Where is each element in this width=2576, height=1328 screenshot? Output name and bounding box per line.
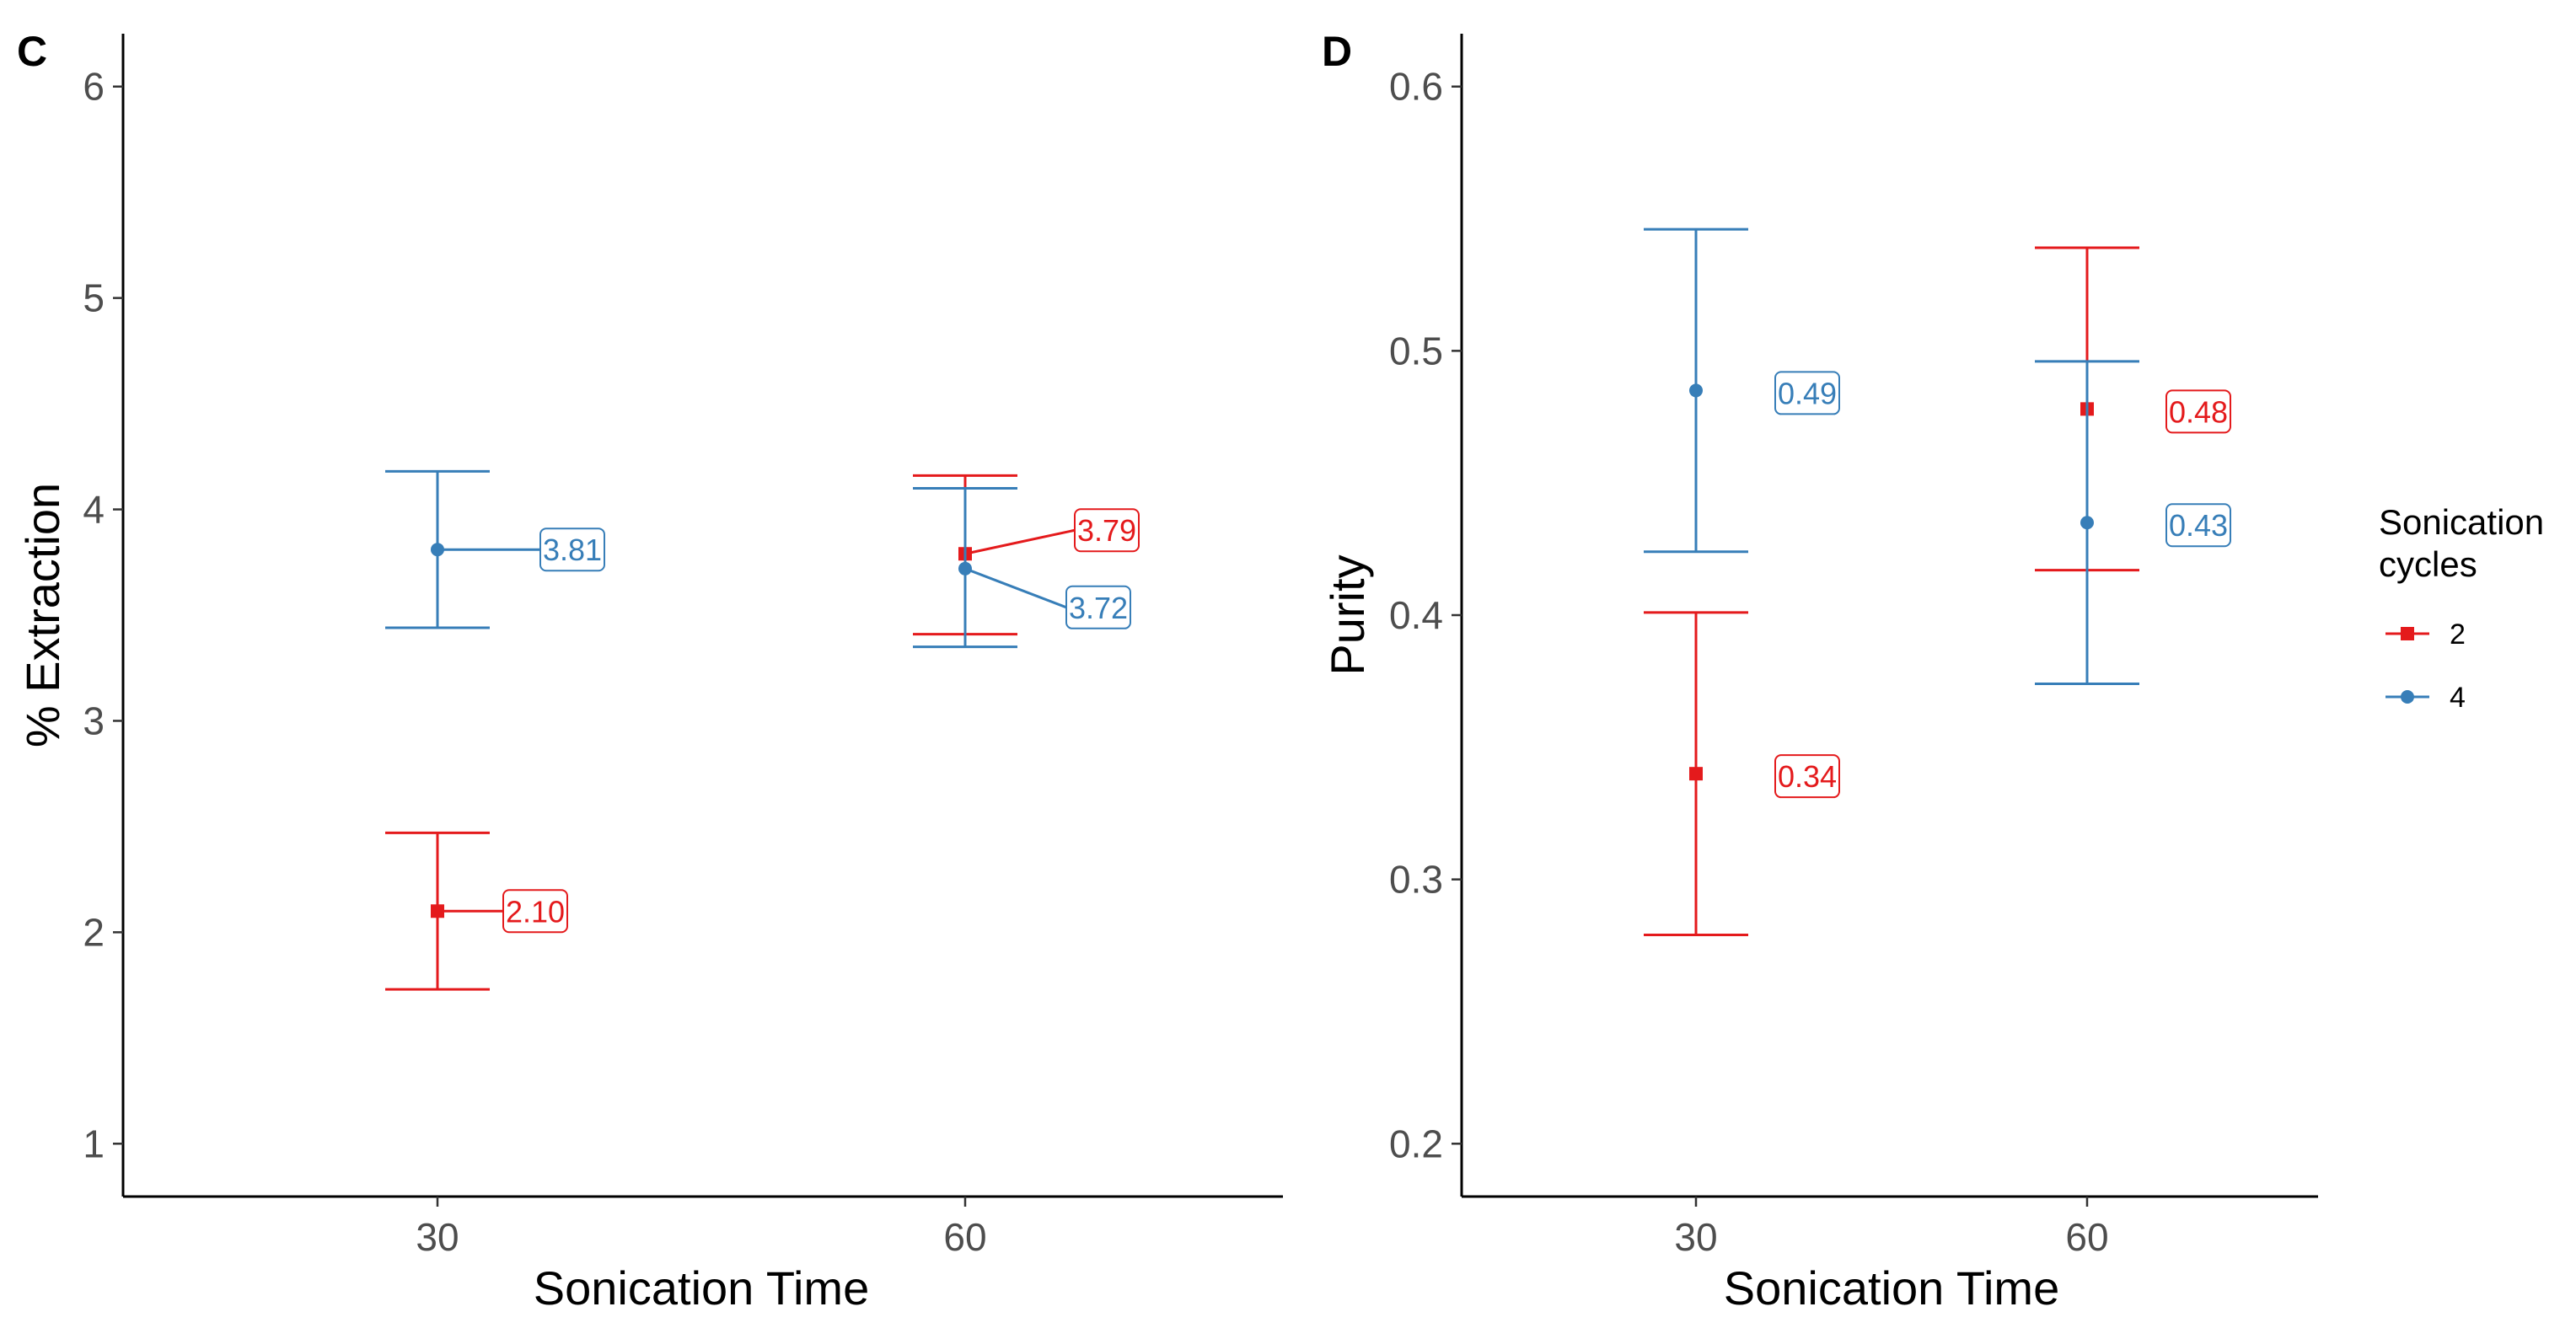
panel-c: C % Extraction Sonication Time 1 2 3 4 5 6 30 6…: [16, 28, 1283, 1315]
legend: Sonication cycles 24: [2379, 502, 2544, 714]
legend-title: Sonication: [2379, 502, 2544, 542]
x-axis-title: Sonication Time: [534, 1261, 869, 1315]
data-point-circle: [958, 561, 972, 576]
legend-label: 4: [2450, 682, 2466, 714]
data-point-circle: [1689, 383, 1703, 398]
y-tick-label: 2: [83, 910, 105, 954]
legend-title: cycles: [2379, 544, 2477, 584]
data-point-circle: [431, 543, 444, 557]
label-leader-line: [964, 528, 1076, 555]
panel-label: C: [17, 28, 47, 75]
axes: 1 2 3 4 5 6 30 60: [83, 34, 1283, 1259]
label-leader-line: [964, 567, 1067, 609]
x-tick-label: 30: [416, 1215, 459, 1259]
data-point-circle: [2080, 516, 2094, 530]
x-axis-title: Sonication Time: [1724, 1261, 2059, 1315]
y-tick-label: 4: [83, 488, 105, 532]
data-point-square: [1689, 767, 1703, 781]
x-tick-label: 60: [2065, 1215, 2108, 1259]
data-label: 0.43: [2169, 508, 2228, 543]
y-tick-label: 3: [83, 699, 105, 742]
data-label: 3.72: [1069, 591, 1128, 625]
plot-marks: 2.10 3.79 3.81 3.72: [385, 469, 1140, 991]
y-tick-label: 6: [83, 65, 105, 109]
panel-d: D Purity Sonication Time 0.2 0.3 0.4 0.5 0.6…: [1321, 28, 2318, 1315]
data-label: 0.49: [1778, 376, 1837, 410]
data-label: 2.10: [506, 894, 565, 929]
panel-label: D: [1322, 28, 1352, 75]
data-label-box: [1774, 371, 1840, 415]
data-label: 3.81: [543, 533, 602, 567]
data-label-box: [1074, 508, 1140, 553]
data-label-box: [502, 889, 568, 934]
data-label: 3.79: [1077, 513, 1136, 548]
y-axis-title: Purity: [1321, 554, 1374, 675]
legend-label: 2: [2450, 618, 2466, 651]
data-label-box: [2165, 389, 2231, 434]
plot-marks: 0.34 0.48 0.49 0.43: [1644, 228, 2231, 936]
y-tick-label: 0.5: [1389, 329, 1443, 372]
data-label: 0.48: [2169, 394, 2228, 429]
y-tick-label: 1: [83, 1122, 105, 1165]
data-point-square: [431, 904, 444, 918]
y-tick-label: 0.2: [1389, 1122, 1443, 1165]
data-label-box: [2165, 503, 2231, 548]
axes: 0.2 0.3 0.4 0.5 0.6 30 60: [1389, 34, 2318, 1259]
y-tick-label: 5: [83, 276, 105, 320]
y-tick-label: 0.4: [1389, 593, 1443, 637]
y-tick-label: 0.3: [1389, 858, 1443, 902]
x-tick-label: 60: [943, 1215, 986, 1259]
legend-key-square: [2401, 627, 2414, 640]
y-tick-label: 0.6: [1389, 65, 1443, 109]
x-tick-label: 30: [1674, 1215, 1717, 1259]
data-label: 0.34: [1778, 759, 1837, 794]
data-label-box: [1065, 585, 1131, 629]
y-axis-title: % Extraction: [16, 483, 69, 747]
data-label-box: [1774, 754, 1840, 799]
legend-items: 24: [2385, 618, 2466, 714]
data-label-box: [539, 527, 605, 572]
legend-key-circle: [2401, 690, 2414, 704]
